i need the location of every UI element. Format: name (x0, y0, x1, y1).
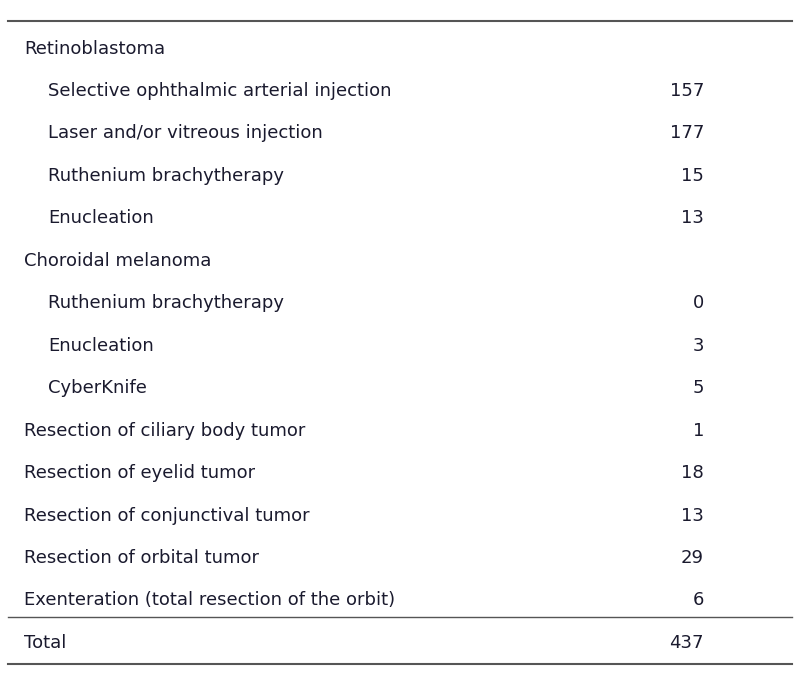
Text: Exenteration (total resection of the orbit): Exenteration (total resection of the orb… (24, 592, 395, 610)
Text: Total: Total (24, 634, 66, 652)
Text: 0: 0 (693, 294, 704, 312)
Text: 13: 13 (681, 209, 704, 228)
Text: Resection of ciliary body tumor: Resection of ciliary body tumor (24, 421, 306, 440)
Text: Resection of orbital tumor: Resection of orbital tumor (24, 549, 259, 567)
Text: 177: 177 (670, 125, 704, 143)
Text: Retinoblastoma: Retinoblastoma (24, 40, 165, 57)
Text: Ruthenium brachytherapy: Ruthenium brachytherapy (48, 167, 284, 185)
Text: 5: 5 (693, 379, 704, 397)
Text: 13: 13 (681, 507, 704, 524)
Text: 18: 18 (682, 464, 704, 482)
Text: Laser and/or vitreous injection: Laser and/or vitreous injection (48, 125, 322, 143)
Text: 15: 15 (681, 167, 704, 185)
Text: Choroidal melanoma: Choroidal melanoma (24, 252, 211, 270)
Text: 157: 157 (670, 82, 704, 100)
Text: Selective ophthalmic arterial injection: Selective ophthalmic arterial injection (48, 82, 391, 100)
Text: Enucleation: Enucleation (48, 209, 154, 228)
Text: CyberKnife: CyberKnife (48, 379, 147, 397)
Text: 29: 29 (681, 549, 704, 567)
Text: 3: 3 (693, 337, 704, 355)
Text: 6: 6 (693, 592, 704, 610)
Text: Resection of eyelid tumor: Resection of eyelid tumor (24, 464, 255, 482)
Text: Enucleation: Enucleation (48, 337, 154, 355)
Text: 437: 437 (670, 634, 704, 652)
Text: Ruthenium brachytherapy: Ruthenium brachytherapy (48, 294, 284, 312)
Text: 1: 1 (693, 421, 704, 440)
Text: Resection of conjunctival tumor: Resection of conjunctival tumor (24, 507, 310, 524)
